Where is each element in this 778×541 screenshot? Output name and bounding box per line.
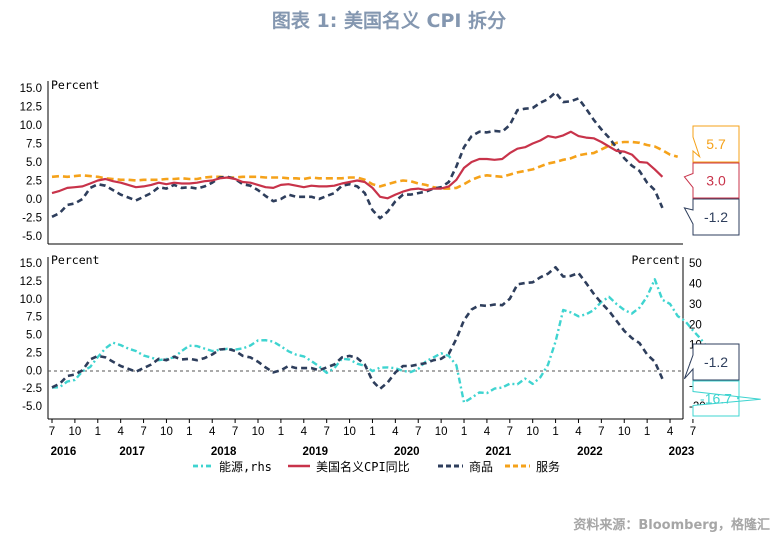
bottom-series-energy-line: [51, 278, 740, 404]
legend: 能源,rhs 美国名义CPI同比 商品 服务: [193, 459, 560, 474]
top-series-services-line: [51, 140, 679, 190]
bottom-y-tick-label: 7.5: [26, 312, 42, 324]
bottom-y2-tick-label: 20: [689, 319, 702, 331]
top-y-tick-label: 0.0: [26, 194, 42, 206]
top-panel-end-labels: 5.7 3.0 -1.2: [683, 125, 740, 236]
x-axis-tick-label: 10: [68, 426, 81, 438]
bottom-y-tick-label: 12.5: [20, 276, 42, 288]
x-axis-tick-label: 10: [618, 426, 631, 438]
x-axis-tick-label: 4: [667, 426, 674, 438]
top-series-goods-line: [51, 91, 664, 220]
x-axis-year-label: 2022: [577, 446, 603, 458]
source-note: 资料来源：Bloomberg，格隆汇: [573, 517, 770, 533]
chart-title: 图表 1: 美国名义 CPI 拆分: [272, 9, 506, 32]
legend-goods-label: 商品: [469, 459, 493, 474]
bottom-y2-tick-label: 30: [689, 299, 702, 311]
legend-headline-label: 美国名义CPI同比: [316, 459, 410, 474]
x-axis-year-label: 2018: [211, 446, 237, 458]
x-axis-tick-label: 4: [575, 426, 582, 438]
x-axis-tick-label: 1: [461, 426, 467, 438]
x-axis-tick-label: 10: [343, 426, 356, 438]
x-axis-tick-label: 7: [690, 426, 696, 438]
bottom-series-goods-line: [51, 265, 664, 391]
x-axis-tick-label: 1: [95, 426, 101, 438]
top-y-tick-label: -2.5: [22, 213, 42, 225]
x-axis-tick-label: 1: [644, 426, 650, 438]
top-panel-y-ticks: 15.0 12.5 10.0 7.5 5.0 2.5 0.0 -2.5 -5.0: [20, 83, 42, 243]
x-axis-tick-label: 7: [415, 426, 421, 438]
x-axis-tick-label: 7: [507, 426, 513, 438]
bottom-y-tick-label: -2.5: [22, 383, 42, 395]
legend-services-label: 服务: [536, 459, 560, 474]
x-axis-tick-label: 1: [278, 426, 284, 438]
x-axis-tick-label: 7: [140, 426, 146, 438]
x-axis-tick-label: 4: [117, 426, 124, 438]
bottom-end-label-energy-box: [692, 380, 761, 417]
top-y-tick-label: 2.5: [26, 176, 42, 188]
top-y-tick-label: 15.0: [20, 83, 42, 95]
top-end-label-services-box: [692, 125, 740, 163]
x-axis-tick-label: 1: [552, 426, 558, 438]
top-end-label-goods: -1.2: [704, 209, 728, 225]
x-axis-tick-label: 4: [209, 426, 216, 438]
bottom-y2-tick-label: 40: [689, 278, 702, 290]
x-axis-year-label: 2020: [394, 446, 420, 458]
bottom-panel: Percent Percent 15.0 12.5 10.0 7.5 5.0 2.5 0.0…: [20, 253, 761, 420]
bottom-panel-end-labels: -1.2 -16.7: [683, 343, 761, 417]
x-axis-tick-label: 4: [484, 426, 491, 438]
bottom-y-tick-label: -5.0: [22, 401, 42, 413]
x-axis-tick-label: 1: [186, 426, 192, 438]
legend-energy-label: 能源,rhs: [219, 460, 272, 474]
bottom-end-label-goods-box: [683, 343, 740, 381]
x-axis-tick-label: 10: [252, 426, 265, 438]
x-axis-tick-label: 4: [392, 426, 399, 438]
top-y-tick-label: 5.0: [26, 157, 42, 169]
bottom-panel-y2-axis-unit: Percent: [632, 253, 680, 267]
bottom-end-label-energy: -16.7: [700, 391, 732, 407]
bottom-panel-y-axis-unit: Percent: [51, 253, 99, 267]
bottom-y-tick-label: 2.5: [26, 347, 42, 359]
top-end-label-headline: 3.0: [706, 173, 726, 189]
top-series-headline-line: [51, 130, 664, 200]
top-y-tick-label: 7.5: [26, 139, 42, 151]
x-axis-tick-label: 10: [160, 426, 173, 438]
bottom-panel-series: [51, 265, 740, 404]
x-axis-tick-label: 7: [232, 426, 238, 438]
top-y-tick-label: -5.0: [22, 231, 42, 243]
bottom-end-label-goods: -1.2: [704, 354, 728, 370]
x-axis-tick-label: 7: [49, 426, 55, 438]
x-axis-tick-label: 4: [301, 426, 308, 438]
bottom-panel-y-ticks: 15.0 12.5 10.0 7.5 5.0 2.5 0.0 -2.5 -5.0: [20, 258, 42, 413]
x-axis-year-label: 2019: [302, 446, 328, 458]
x-axis-tick-label: 10: [526, 426, 539, 438]
bottom-y2-tick-label: 50: [689, 258, 702, 270]
x-axis-tick-label: 7: [598, 426, 604, 438]
top-end-label-services: 5.7: [706, 136, 726, 152]
x-axis-year-label: 2021: [486, 446, 512, 458]
top-panel-series: [51, 91, 679, 220]
top-end-label-headline-box: [683, 162, 740, 199]
x-axis-ticks: 7 10 1 4 7 10 1 4 7 10 1 4 7 10 1 4 7 10 1 4 7 10 1 4 7 10 1 4 7: [49, 419, 696, 438]
bottom-y-tick-label: 10.0: [20, 294, 42, 306]
bottom-y-tick-label: 0.0: [26, 365, 42, 377]
x-axis-year-label: 2016: [51, 446, 77, 458]
x-axis-tick-label: 10: [435, 426, 448, 438]
top-y-tick-label: 10.0: [20, 120, 42, 132]
top-panel: Percent 15.0 12.5 10.0 7.5 5.0 2.5 0.0 -2.5 -5.0…: [20, 78, 740, 245]
x-axis-years: 2016 2017 2018 2019 2020 2021 2022 2023: [51, 446, 695, 458]
top-y-tick-label: 12.5: [20, 102, 42, 114]
top-end-label-goods-box: [683, 198, 740, 236]
bottom-y-tick-label: 5.0: [26, 330, 42, 342]
top-panel-y-axis-unit: Percent: [51, 78, 99, 92]
bottom-y-tick-label: 15.0: [20, 258, 42, 270]
x-axis-tick-label: 1: [369, 426, 375, 438]
x-axis-tick-label: 7: [323, 426, 329, 438]
x-axis-year-label: 2017: [119, 446, 145, 458]
x-axis-year-label: 2023: [669, 446, 695, 458]
